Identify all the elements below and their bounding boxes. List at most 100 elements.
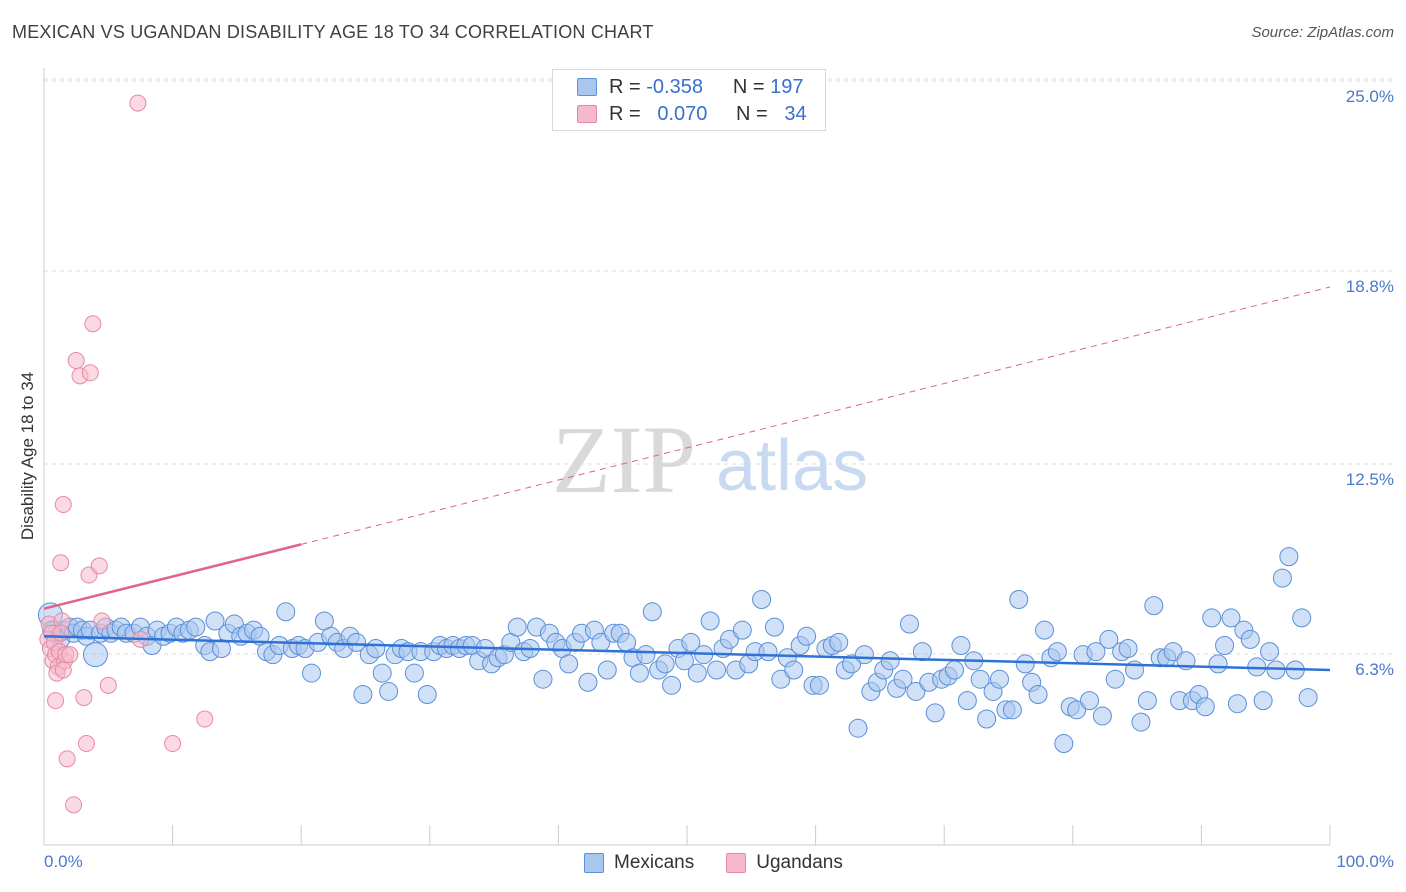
mexicans-point — [597, 660, 617, 680]
ugandans-point — [129, 94, 147, 112]
mexicans-point — [1009, 590, 1029, 610]
mexicans-point — [687, 663, 707, 683]
mexicans-point — [951, 635, 971, 655]
mexicans-point — [1015, 654, 1035, 674]
mexicans-point — [719, 629, 739, 649]
mexicans-point — [186, 617, 206, 637]
mexicans-point — [764, 617, 784, 637]
mexicans-point — [636, 645, 656, 665]
ugandans-point — [99, 676, 117, 694]
mexicans-point — [1215, 635, 1235, 655]
ugandans-points — [39, 94, 214, 814]
mexicans-point — [771, 669, 791, 689]
mexicans-point — [417, 685, 437, 705]
mexicans-point — [977, 709, 997, 729]
mexicans-point — [1163, 642, 1183, 662]
ugandans-legend-swatch — [726, 853, 747, 873]
mexicans-point — [1227, 694, 1247, 714]
mexicans-point — [1240, 629, 1260, 649]
mexicans-swatch — [577, 78, 597, 96]
mexicans-point — [655, 654, 675, 674]
mexicans-point — [809, 675, 829, 695]
mexicans-legend-swatch — [584, 853, 604, 873]
mexicans-point — [507, 617, 527, 637]
y-tick-label: 25.0% — [1345, 87, 1394, 106]
legend-label-mexicans: Mexicans — [614, 852, 695, 873]
mexicans-point — [353, 685, 373, 705]
chart-title: MEXICAN VS UGANDAN DISABILITY AGE 18 TO … — [12, 22, 654, 42]
mexicans-point — [379, 681, 399, 701]
mexicans-point — [674, 651, 694, 671]
mexicans-point — [1035, 620, 1055, 640]
legend-item-mexicans[interactable]: Mexicans — [584, 852, 694, 874]
n-value-mexicans: 197 — [770, 75, 804, 98]
mexicans-point — [752, 590, 772, 610]
mexicans-point — [1137, 691, 1157, 711]
mexicans-point — [1002, 700, 1022, 720]
ugandans-point — [81, 364, 99, 382]
mexicans-point — [707, 660, 727, 680]
mexicans-point — [681, 632, 701, 652]
mexicans-point — [404, 663, 424, 683]
mexicans-point — [797, 626, 817, 646]
r-label: R = — [609, 75, 641, 98]
mexicans-point — [944, 660, 964, 680]
mexicans-point — [629, 663, 649, 683]
mexicans-point — [578, 672, 598, 692]
mexicans-point — [842, 654, 862, 674]
mexicans-point — [784, 660, 804, 680]
r-label: R = — [609, 102, 641, 125]
mexicans-point — [700, 611, 720, 631]
mexicans-point — [880, 651, 900, 671]
mexicans-point — [1047, 642, 1067, 662]
mexicans-point — [1221, 608, 1241, 628]
ugandans-point — [75, 689, 93, 707]
mexicans-point — [1131, 712, 1151, 732]
mexicans-point — [1054, 734, 1074, 754]
mexicans-point — [346, 632, 366, 652]
mexicans-point — [957, 691, 977, 711]
legend-item-ugandans[interactable]: Ugandans — [726, 852, 843, 874]
ugandans-point — [52, 624, 70, 642]
mexicans-point — [893, 669, 913, 689]
mexicans-point — [848, 718, 868, 738]
mexicans-point — [1202, 608, 1222, 628]
mexicans-point — [1253, 691, 1273, 711]
source-note: Source: ZipAtlas.com — [1251, 24, 1394, 41]
watermark-atlas: atlas — [716, 426, 868, 506]
mexicans-point — [1080, 691, 1100, 711]
mexicans-point — [1292, 608, 1312, 628]
mexicans-point — [1266, 660, 1286, 680]
mexicans-point — [1067, 700, 1087, 720]
ugandans-point — [67, 352, 85, 370]
mexicans-point — [854, 645, 874, 665]
ugandans-point — [93, 612, 111, 630]
ugandans-point — [58, 750, 76, 768]
mexicans-point — [1144, 596, 1164, 616]
mexicans-point — [970, 669, 990, 689]
gridlines — [44, 78, 1395, 655]
mexicans-point — [205, 611, 225, 631]
ugandans-point — [77, 735, 95, 753]
mexicans-point — [1028, 685, 1048, 705]
mexicans-point — [1099, 629, 1119, 649]
legend-row-mexicans: R = -0.358 N = 197 — [577, 75, 804, 99]
mexicans-point — [642, 602, 662, 622]
trend-lines — [43, 286, 1331, 672]
x-tick-max: 100.0% — [1336, 852, 1394, 871]
mexicans-point — [925, 703, 945, 723]
r-value-mexicans: -0.358 — [646, 75, 703, 98]
legend-label-ugandans: Ugandans — [756, 852, 843, 873]
mexicans-point — [559, 654, 579, 674]
ugandans-point — [54, 496, 72, 514]
y-tick-label: 18.8% — [1345, 276, 1394, 296]
ugandans-point — [61, 646, 79, 664]
x-tick-min: 0.0% — [44, 852, 83, 871]
mexicans-point — [829, 632, 849, 652]
y-tick-label: 12.5% — [1345, 470, 1394, 490]
ugandans-trend-extension — [301, 286, 1331, 545]
mexicans-point — [533, 669, 553, 689]
mexicans-point — [276, 602, 296, 622]
mexicans-points — [37, 547, 1318, 754]
